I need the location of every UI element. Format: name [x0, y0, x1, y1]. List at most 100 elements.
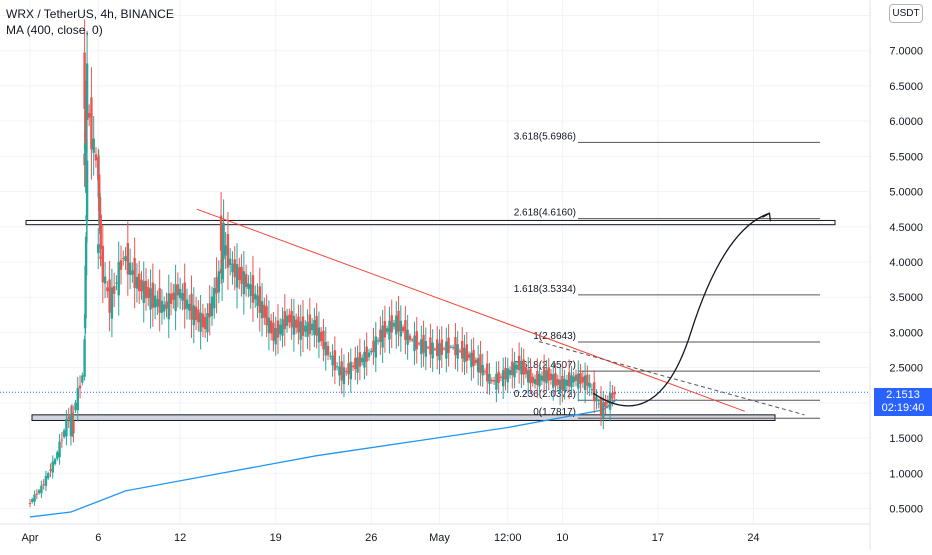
candle-body: [420, 339, 423, 355]
candle-body: [47, 473, 50, 479]
candle-body: [349, 361, 352, 380]
candle-body: [597, 403, 600, 405]
y-tick-label: 6.5000: [889, 81, 923, 93]
candle-body: [213, 288, 216, 309]
candle-body: [99, 256, 102, 259]
candle-body: [81, 375, 84, 383]
candle-body: [103, 276, 107, 284]
ma400-line: [29, 398, 618, 518]
candle-body: [217, 271, 221, 293]
candle-body: [260, 301, 264, 319]
candle-body: [238, 267, 241, 281]
candle-body: [222, 240, 225, 248]
y-tick-label: 1.0000: [889, 468, 923, 480]
candle-body: [210, 296, 214, 316]
candle-body: [306, 321, 309, 337]
candle-body: [147, 287, 150, 299]
candle-body: [112, 286, 116, 294]
candle-body: [133, 257, 136, 288]
candle-body: [399, 320, 403, 337]
candle-body: [358, 352, 362, 367]
candle-body: [354, 357, 357, 369]
candle-body: [106, 287, 109, 292]
candle-body: [160, 300, 164, 313]
fib-level-label: 0.618(2.4507): [514, 360, 576, 371]
candle-body: [326, 345, 330, 356]
candle-body: [524, 367, 528, 375]
candle-body: [188, 303, 191, 311]
candle-body: [413, 335, 416, 352]
candle-body: [163, 304, 166, 312]
candle-body: [513, 362, 516, 378]
candle-body: [565, 379, 569, 386]
candle-body: [527, 370, 530, 383]
candle-body: [417, 343, 421, 345]
x-tick-label: 6: [95, 532, 101, 544]
candle-body: [215, 277, 218, 294]
candle-body: [406, 329, 409, 345]
y-tick-label: 5.0000: [889, 187, 923, 199]
candle-body: [488, 373, 491, 384]
candle-body: [540, 375, 544, 381]
candle-body: [495, 373, 498, 390]
x-tick-label: 24: [747, 532, 759, 544]
candle-body: [367, 352, 371, 358]
candle-body: [561, 375, 564, 390]
candle-body: [74, 402, 77, 411]
candle-body: [404, 320, 407, 340]
bar-countdown: 02:19:40: [881, 402, 925, 414]
candle-body: [247, 283, 250, 289]
candle-body: [42, 484, 45, 486]
candle-body: [263, 304, 266, 318]
candle-body: [313, 319, 316, 336]
candle-body: [83, 52, 86, 109]
candle-body: [574, 374, 578, 381]
candle-body: [258, 286, 261, 313]
candle-body: [324, 342, 327, 356]
y-tick-label: 5.5000: [889, 151, 923, 163]
currency-button[interactable]: USDT: [889, 4, 923, 23]
symbol-title[interactable]: WRX / TetherUS, 4h, BINANCE: [6, 7, 174, 21]
indicator-label[interactable]: MA (400, close, 0): [6, 23, 103, 37]
candle-body: [593, 382, 596, 402]
candle-body: [294, 319, 298, 328]
chart-legend: WRX / TetherUS, 4h, BINANCE MA (400, clo…: [6, 6, 174, 38]
candle-body: [115, 282, 118, 284]
candle-body: [515, 364, 519, 370]
trend-projection-line: [538, 341, 805, 416]
candle-body: [194, 306, 198, 321]
candle-body: [249, 284, 252, 297]
candle-body: [502, 370, 505, 387]
candle-body: [333, 350, 337, 371]
candle-body: [58, 441, 61, 458]
y-tick-label: 2.5000: [889, 363, 923, 375]
descending-trendline: [196, 208, 745, 412]
candle-body: [84, 236, 88, 276]
candle-body: [94, 154, 98, 161]
candle-body: [599, 397, 603, 415]
candle-body: [360, 357, 364, 363]
candle-body: [588, 382, 591, 388]
candle-body: [199, 312, 202, 332]
candle-body: [231, 263, 234, 273]
candle-body: [97, 244, 100, 253]
fib-level-label: 0.236(2.0372): [514, 389, 576, 400]
candle-body: [219, 215, 223, 251]
candle-body: [174, 284, 177, 311]
candle-body: [611, 392, 614, 399]
candle-body: [62, 430, 66, 437]
candle-body: [508, 369, 512, 375]
candle-body: [549, 373, 553, 380]
candle-body: [276, 320, 280, 338]
candle-body: [595, 397, 598, 402]
candle-body: [456, 344, 459, 359]
candle-body: [131, 270, 134, 275]
candle-body: [570, 375, 573, 388]
candle-body: [397, 310, 400, 332]
y-tick-label: 6.0000: [889, 116, 923, 128]
candle-body: [504, 367, 507, 380]
candle-body: [338, 366, 341, 376]
candle-body: [192, 305, 195, 326]
